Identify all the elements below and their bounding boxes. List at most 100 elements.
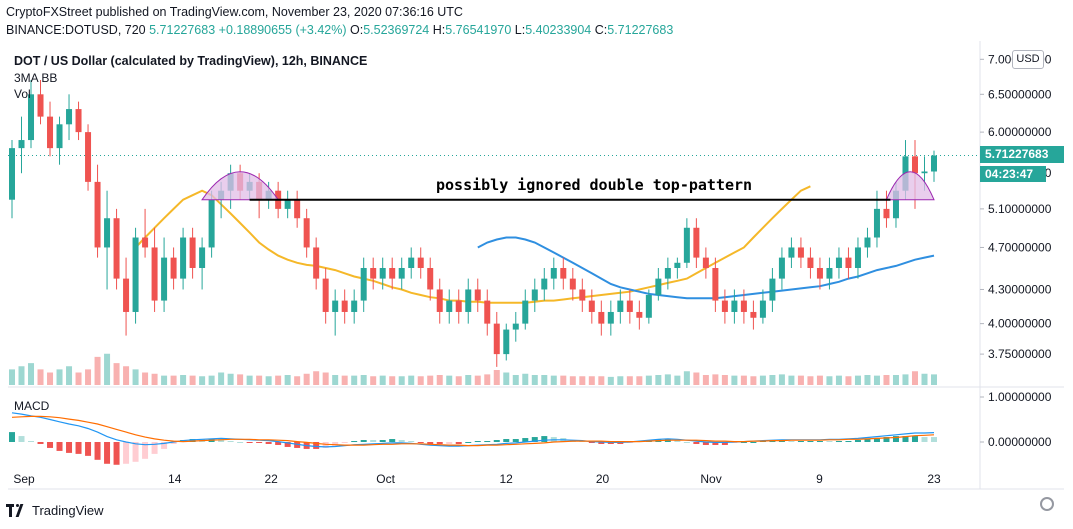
volume-bar — [237, 374, 244, 385]
volume-bar — [151, 373, 158, 385]
macd-histogram-bar — [85, 442, 92, 456]
volume-bar — [208, 375, 215, 385]
macd-histogram-bar — [788, 441, 795, 443]
macd-histogram-bar — [883, 437, 890, 442]
close-label: C: — [594, 23, 608, 37]
candle-body — [75, 109, 82, 133]
time-tick-label: Nov — [700, 472, 721, 486]
high-label: H: — [432, 23, 446, 37]
volume-bar — [931, 374, 937, 385]
macd-histogram-bar — [47, 442, 54, 448]
tradingview-logo[interactable]: TradingView — [6, 503, 104, 518]
candle-body — [446, 300, 453, 312]
volume-legend[interactable]: Vol — [14, 87, 31, 101]
volume-bar — [123, 366, 130, 385]
volume-bar — [47, 372, 54, 385]
candle-body — [341, 300, 348, 312]
macd-histogram-bar — [332, 442, 339, 446]
macd-histogram-bar — [161, 442, 168, 449]
candle-body — [142, 237, 149, 248]
macd-histogram-bar — [769, 441, 776, 443]
volume-bar — [389, 376, 396, 385]
macd-histogram-bar — [598, 442, 605, 444]
candle-body — [94, 181, 101, 248]
plot-area — [8, 41, 980, 488]
volume-bar — [294, 376, 301, 385]
macd-histogram-bar — [170, 442, 177, 444]
volume-bar — [531, 375, 538, 385]
candle-body — [636, 311, 643, 318]
macd-histogram-bar — [892, 436, 899, 442]
candle-body — [379, 267, 386, 279]
candle-body — [389, 267, 396, 279]
volume-bar — [142, 372, 149, 385]
gear-icon[interactable] — [1040, 497, 1054, 511]
candle-body — [731, 300, 738, 312]
volume-bar — [816, 375, 823, 385]
volume-bar — [246, 375, 253, 385]
open-value: 5.52369724 — [363, 23, 430, 37]
volume-bar — [626, 376, 633, 385]
candle-body — [522, 300, 529, 324]
volume-bar — [436, 375, 443, 385]
macd-histogram-bar — [683, 442, 690, 443]
macd-histogram-bar — [56, 442, 63, 451]
volume-bar — [740, 375, 747, 385]
macd-histogram-bar — [9, 432, 15, 442]
volume-bar — [759, 375, 766, 385]
macd-histogram-bar — [864, 439, 871, 442]
candle-body — [503, 329, 510, 355]
volume-bar — [427, 375, 434, 385]
candle-body — [617, 300, 624, 312]
volume-bar — [702, 375, 709, 385]
candle-body — [683, 227, 690, 263]
volume-bar — [28, 363, 35, 385]
macd-legend[interactable]: MACD — [14, 399, 50, 413]
volume-bar — [911, 371, 918, 385]
macd-histogram-bar — [218, 439, 225, 442]
volume-bar — [275, 375, 282, 385]
macd-histogram-bar — [123, 442, 130, 464]
macd-histogram-bar — [902, 436, 909, 442]
candle-body — [303, 218, 310, 248]
volume-bar — [484, 374, 491, 385]
candle-body — [693, 227, 700, 258]
tradingview-brand: TradingView — [32, 503, 104, 518]
volume-bar — [398, 376, 405, 385]
volume-bar — [921, 373, 928, 385]
macd-histogram-bar — [37, 442, 44, 444]
macd-histogram-bar — [674, 440, 681, 442]
low-value: 5.40233904 — [525, 23, 592, 37]
candle-body — [104, 218, 111, 248]
volume-bar — [769, 375, 776, 385]
volume-bar — [379, 375, 386, 385]
volume-bar — [503, 372, 510, 385]
volume-bar — [683, 371, 690, 385]
macd-histogram-bar — [465, 442, 472, 443]
candle-body — [189, 237, 196, 268]
candle-body — [721, 300, 728, 312]
candle-body — [37, 94, 44, 117]
volume-bar — [180, 375, 187, 385]
macd-histogram-bar — [360, 440, 367, 442]
ma-legend[interactable]: 3MA BB — [14, 71, 58, 85]
volume-bar — [199, 376, 206, 385]
macd-histogram-bar — [284, 442, 291, 447]
volume-bar — [161, 375, 168, 385]
volume-bar — [826, 376, 833, 385]
candle-body — [465, 289, 472, 312]
candle-body — [151, 247, 158, 301]
volume-bar — [693, 372, 700, 385]
pattern-annotation: possibly ignored double top-pattern — [436, 176, 753, 194]
signal-line — [11, 415, 935, 447]
candle-body — [588, 300, 595, 312]
volume-bar — [332, 375, 339, 385]
volume-bar — [873, 375, 880, 385]
volume-bar — [227, 373, 234, 385]
candle-body — [170, 257, 177, 279]
currency-button[interactable]: USD — [1012, 50, 1044, 69]
volume-bar — [132, 369, 139, 385]
macd-histogram-bar — [151, 442, 158, 454]
time-tick-label: Sep — [13, 472, 35, 486]
